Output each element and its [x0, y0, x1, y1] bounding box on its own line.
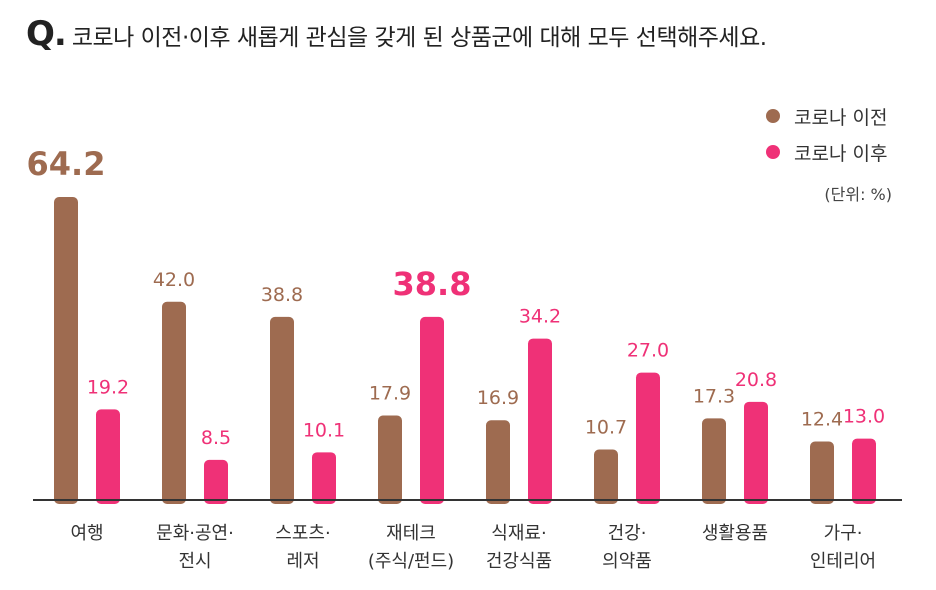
legend-label-after: 코로나 이후: [794, 142, 888, 165]
bar-before-1: [162, 301, 186, 504]
chart-question: Q. 코로나 이전·이후 새롭게 관심을 갖게 된 상품군에 대해 모두 선택해주…: [26, 14, 767, 54]
data-label-after-2: 10.1: [303, 419, 345, 441]
category-label-7-line2: 인테리어: [810, 551, 876, 572]
bar-after-1: [204, 459, 228, 504]
category-label-7: 가구·: [824, 523, 863, 544]
data-label-after-1: 8.5: [201, 427, 231, 449]
legend-swatch-after: [766, 145, 780, 159]
bar-after-0: [96, 409, 120, 504]
category-label-3: 재테크: [386, 523, 436, 544]
category-label-3-line2: (주식/펀드): [368, 551, 454, 572]
category-label-5: 건강·: [608, 523, 647, 544]
bar-before-3: [378, 415, 402, 504]
category-label-4-line2: 건강식품: [486, 551, 552, 572]
question-marker: Q.: [26, 14, 67, 54]
bar-before-2: [270, 316, 294, 504]
legend-item-before: 코로나 이전: [766, 98, 887, 134]
category-label-4: 식재료·: [491, 523, 546, 544]
data-label-before-5: 10.7: [585, 417, 627, 439]
data-label-before-7: 12.4: [801, 408, 843, 430]
category-label-2: 스포츠·: [275, 523, 330, 544]
legend-label-before: 코로나 이전: [794, 106, 888, 129]
data-label-before-2: 38.8: [261, 284, 303, 306]
data-label-after-7: 13.0: [843, 406, 885, 428]
data-label-after-5: 27.0: [627, 340, 669, 362]
bar-after-5: [636, 372, 660, 504]
data-label-before-1: 42.0: [153, 269, 195, 291]
category-label-1: 문화·공연·: [156, 523, 234, 544]
question-text: 코로나 이전·이후 새롭게 관심을 갖게 된 상품군에 대해 모두 선택해주세요…: [71, 25, 767, 51]
unit-label: (단위: %): [824, 185, 892, 204]
legend-swatch-before: [766, 109, 780, 123]
bar-after-6: [744, 401, 768, 504]
data-label-before-4: 16.9: [477, 387, 519, 409]
bar-before-0: [54, 197, 78, 504]
category-label-0: 여행: [70, 523, 103, 544]
bar-before-6: [702, 418, 726, 504]
bar-after-2: [312, 452, 336, 504]
data-label-after-3: 38.8: [393, 265, 472, 303]
bar-after-7: [852, 438, 876, 504]
data-label-after-0: 19.2: [87, 376, 129, 398]
category-label-5-line2: 의약품: [602, 551, 652, 572]
data-label-before-6: 17.3: [693, 385, 735, 407]
data-label-after-4: 34.2: [519, 306, 561, 328]
bar-before-7: [810, 441, 834, 504]
bar-after-3: [420, 316, 444, 504]
bar-after-4: [528, 338, 552, 504]
bar-before-5: [594, 449, 618, 504]
category-label-1-line2: 전시: [178, 551, 211, 572]
data-label-before-0: 64.2: [27, 145, 106, 183]
bar-before-4: [486, 420, 510, 504]
data-label-before-3: 17.9: [369, 383, 411, 405]
category-label-2-line2: 레저: [286, 551, 319, 572]
chart-legend: 코로나 이전 코로나 이후: [766, 98, 887, 170]
category-label-6: 생활용품: [702, 523, 768, 544]
data-label-after-6: 20.8: [735, 369, 777, 391]
legend-item-after: 코로나 이후: [766, 134, 887, 170]
